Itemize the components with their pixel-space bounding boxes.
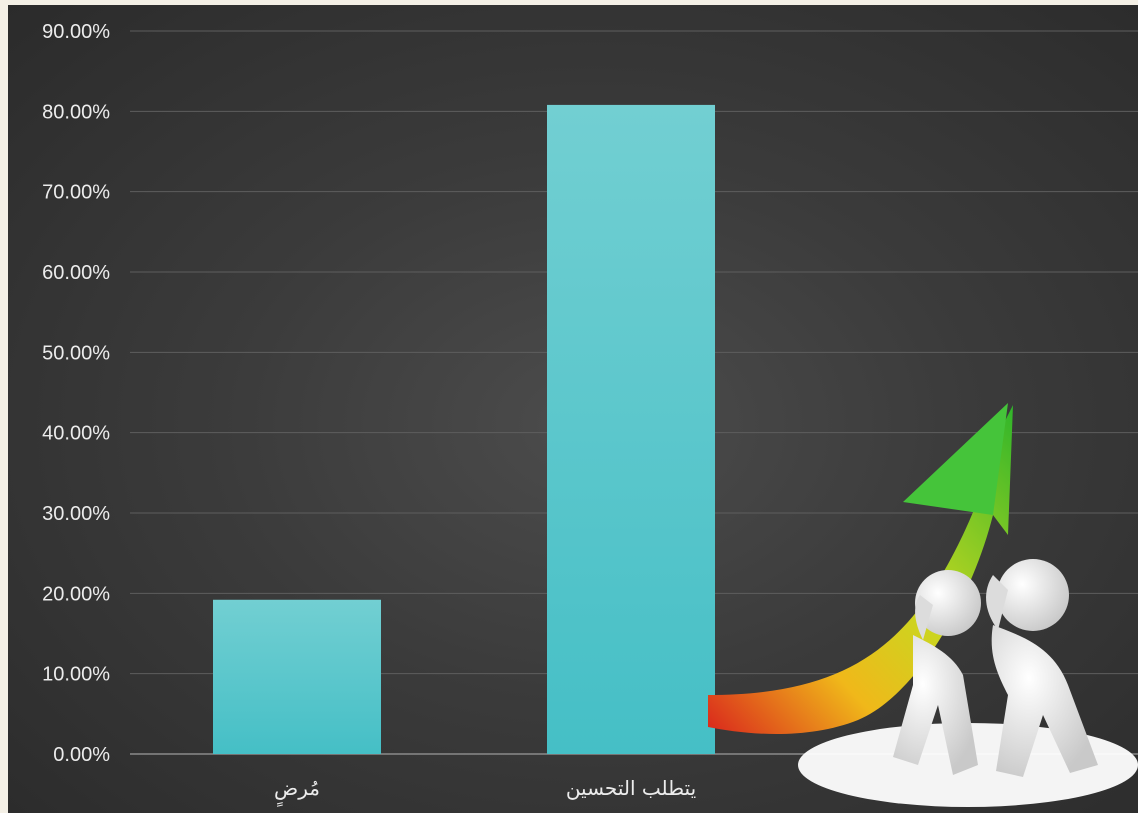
y-tick-label: 60.00% bbox=[42, 262, 110, 284]
chart-area: 0.00% 10.00% 20.00% 30.00% 40.00% 50.00% 60.00… bbox=[8, 5, 1138, 813]
y-tick-label: 70.00% bbox=[42, 182, 110, 204]
x-tick-label: مُرضٍ bbox=[274, 776, 320, 807]
y-axis: 0.00% 10.00% 20.00% 30.00% 40.00% 50.00% 60.00… bbox=[42, 21, 110, 766]
x-axis: مُرضٍ يتطلب التحسين bbox=[274, 776, 696, 807]
x-tick-label: يتطلب التحسين bbox=[566, 776, 696, 800]
y-tick-label: 10.00% bbox=[42, 664, 110, 686]
y-tick-label: 40.00% bbox=[42, 423, 110, 445]
y-tick-label: 50.00% bbox=[42, 342, 110, 364]
y-tick-label: 20.00% bbox=[42, 583, 110, 605]
growth-arrow-people-pushing-icon bbox=[708, 403, 1138, 807]
y-tick-label: 30.00% bbox=[42, 503, 110, 525]
y-tick-label: 90.00% bbox=[42, 21, 110, 43]
y-tick-label: 0.00% bbox=[53, 744, 110, 766]
bars bbox=[213, 104, 715, 754]
bar bbox=[213, 599, 381, 754]
y-tick-label: 80.00% bbox=[42, 101, 110, 123]
bar bbox=[547, 104, 715, 754]
bar-chart: 0.00% 10.00% 20.00% 30.00% 40.00% 50.00% 60.00… bbox=[42, 21, 1138, 807]
